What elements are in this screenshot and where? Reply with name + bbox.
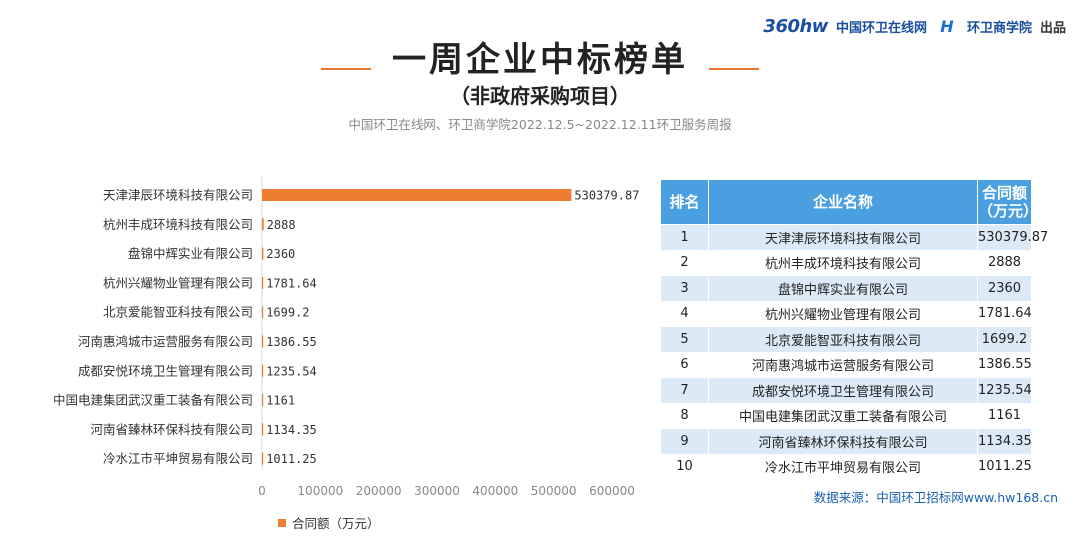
category-label: 冷水江市平坤贸易有限公司 [103,451,253,466]
header-logos: 360hw 中国环卫在线网 H 环卫商学院 出品 [763,16,1066,37]
x-tick-label: 200000 [356,484,402,498]
header-rank: 排名 [660,179,709,225]
amount-cell: 1134.35 [977,428,1032,455]
rank-cell: 1 [660,224,709,251]
table-row: 2 杭州丰成环境科技有限公司 2888 [660,249,1032,276]
category-label: 河南省臻林环保科技有限公司 [90,422,253,437]
bar [262,276,264,289]
amount-cell: 1699.2 [977,326,1032,353]
company-cell: 中国电建集团武汉重工装备有限公司 [708,402,978,429]
table-row: 7 成都安悦环境卫生管理有限公司 1235.54 [660,377,1032,404]
rank-cell: 6 [660,351,709,378]
data-label: 2360 [266,247,295,261]
data-label: 1386.55 [266,335,317,349]
amount-cell: 1235.54 [977,377,1032,404]
page-title: 一周企业中标榜单 [392,40,688,80]
x-tick-label: 0 [258,484,266,498]
company-cell: 杭州丰成环境科技有限公司 [708,249,978,276]
company-cell: 杭州兴耀物业管理有限公司 [708,300,978,327]
data-label: 2888 [267,218,296,232]
category-label: 河南惠鸿城市运营服务有限公司 [78,334,253,349]
data-label: 530379.87 [574,189,639,203]
academy-logo-icon: H [940,17,954,36]
bar [262,364,264,377]
category-label: 成都安悦环境卫生管理有限公司 [78,363,253,378]
bar [262,452,264,465]
title-deco-left [321,68,371,70]
table-row: 4 杭州兴耀物业管理有限公司 1781.64 [660,300,1032,327]
x-tick-label: 300000 [414,484,460,498]
amount-cell: 2888 [977,249,1032,276]
amount-cell: 2360 [977,275,1032,302]
company-cell: 天津津辰环境科技有限公司 [708,224,978,251]
legend-swatch [278,518,286,527]
academy-name: 环卫商学院 [966,21,1032,36]
rank-cell: 9 [660,428,709,455]
data-label: 1699.2 [266,306,309,320]
category-label: 中国电建集团武汉重工装备有限公司 [53,393,253,408]
company-cell: 成都安悦环境卫生管理有限公司 [708,377,978,404]
header-company: 企业名称 [708,179,978,225]
amount-cell: 530379.87 [977,224,1048,251]
data-label: 1011.25 [266,452,317,466]
bar [262,306,264,319]
data-source: 数据来源：中国环卫招标网www.hw168.cn [813,490,1058,505]
table-row: 9 河南省臻林环保科技有限公司 1134.35 [660,428,1032,455]
site-name: 中国环卫在线网 [835,21,927,36]
ranking-table: 排名 企业名称 合同额 （万元） 1 天津津辰环境科技有限公司 530379.87 2… [660,179,1048,480]
amount-cell: 1781.64 [977,300,1032,327]
chart-legend: 合同额（万元） [278,513,380,532]
category-label: 天津津辰环境科技有限公司 [103,188,253,203]
rank-cell: 4 [660,300,709,327]
bar [262,247,264,260]
category-label: 北京爱能智亚科技有限公司 [103,305,253,320]
rank-cell: 2 [660,249,709,276]
hw360-logo: 360hw [763,16,828,37]
header-amount: 合同额 （万元） [977,179,1038,225]
bar-chart: 天津津辰环境科技有限公司 530379.87 杭州丰成环境科技有限公司 2888 盘锦中… [53,176,639,498]
category-label: 杭州兴耀物业管理有限公司 [103,275,253,290]
bar [262,394,264,407]
company-cell: 北京爱能智亚科技有限公司 [708,326,978,353]
bar [262,423,264,436]
data-label: 1161 [266,394,295,408]
source-line: 中国环卫在线网、环卫商学院2022.12.5~2022.12.11环卫服务周报 [348,117,732,132]
bar [262,218,264,231]
amount-cell: 1161 [977,402,1032,429]
legend-label: 合同额（万元） [292,516,380,531]
data-label: 1781.64 [266,276,317,290]
x-tick-label: 500000 [531,484,577,498]
company-cell: 盘锦中辉实业有限公司 [708,275,978,302]
table-row: 8 中国电建集团武汉重工装备有限公司 1161 [660,402,1032,429]
rank-cell: 8 [660,402,709,429]
company-cell: 冷水江市平坤贸易有限公司 [708,453,978,480]
data-label: 1134.35 [266,423,317,437]
rank-cell: 5 [660,326,709,353]
table-row: 6 河南惠鸿城市运营服务有限公司 1386.55 [660,351,1032,378]
category-label: 杭州丰成环境科技有限公司 [103,217,253,232]
rank-cell: 7 [660,377,709,404]
table-row: 1 天津津辰环境科技有限公司 530379.87 [660,224,1048,251]
amount-cell: 1386.55 [977,351,1032,378]
company-cell: 河南省臻林环保科技有限公司 [708,428,978,455]
data-label: 1235.54 [266,364,317,378]
rank-cell: 10 [660,453,709,480]
table-row: 10 冷水江市平坤贸易有限公司 1011.25 [660,453,1032,480]
company-cell: 河南惠鸿城市运营服务有限公司 [708,351,978,378]
x-tick-label: 100000 [297,484,343,498]
bar [262,189,572,201]
x-tick-label: 400000 [472,484,518,498]
category-label: 盘锦中辉实业有限公司 [128,246,253,261]
table-row: 5 北京爱能智亚科技有限公司 1699.2 [660,326,1032,353]
amount-cell: 1011.25 [977,453,1032,480]
x-tick-label: 600000 [589,484,635,498]
produced-label: 出品 [1039,21,1066,36]
title-deco-right [709,68,759,70]
rank-cell: 3 [660,275,709,302]
page-subtitle: （非政府采购项目） [450,84,630,108]
bar [262,335,264,348]
table-row: 3 盘锦中辉实业有限公司 2360 [660,275,1032,302]
table-header-row: 排名 企业名称 合同额 （万元） [660,179,1038,225]
